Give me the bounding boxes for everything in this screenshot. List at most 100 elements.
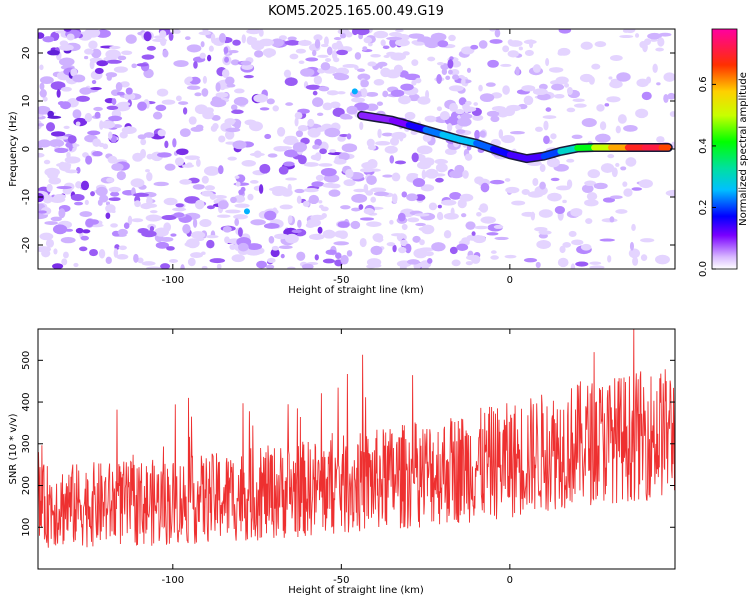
- noise-blob: [79, 87, 92, 95]
- noise-blob: [38, 123, 45, 127]
- noise-blob: [232, 140, 247, 150]
- noise-blob: [389, 155, 395, 164]
- noise-blob: [539, 164, 546, 173]
- noise-blob: [329, 149, 337, 153]
- noise-blob: [399, 134, 404, 142]
- noise-blob: [215, 92, 229, 98]
- noise-blob: [170, 233, 177, 237]
- noise-blob: [60, 236, 76, 244]
- noise-blob: [580, 41, 593, 50]
- colorbar-ticks: 0.0 0.2 0.4 0.6: [698, 76, 716, 277]
- noise-blob: [400, 83, 414, 91]
- noise-blob: [233, 88, 245, 94]
- chart-title: KOM5.2025.165.00.49.G19: [268, 4, 444, 19]
- noise-blob: [550, 177, 560, 182]
- noise-blob: [116, 254, 129, 260]
- noise-blob: [389, 219, 394, 225]
- noise-blob: [39, 89, 47, 98]
- noise-blob: [493, 224, 504, 229]
- noise-blob: [204, 185, 216, 191]
- noise-blob: [50, 81, 66, 91]
- noise-blob: [587, 194, 592, 199]
- noise-blob: [182, 224, 191, 234]
- noise-blob: [313, 75, 322, 85]
- noise-blob: [449, 170, 464, 179]
- noise-blob: [441, 68, 448, 75]
- spectrogram-x-tick-label: -100: [161, 275, 184, 286]
- noise-blob: [407, 173, 419, 177]
- noise-blob: [331, 42, 340, 50]
- noise-blob: [111, 98, 117, 106]
- noise-blob: [121, 50, 133, 56]
- noise-blob: [333, 241, 349, 246]
- noise-blob: [66, 159, 78, 164]
- noise-blob: [381, 132, 394, 137]
- noise-blob: [370, 245, 383, 256]
- snr-y-label: SNR (10 * v/v): [8, 413, 19, 484]
- noise-blob: [447, 122, 453, 132]
- noise-blob: [294, 111, 303, 120]
- noise-blob: [489, 179, 505, 185]
- noise-blob: [87, 130, 101, 136]
- noise-blob: [415, 222, 426, 227]
- noise-blob: [502, 85, 510, 95]
- noise-blob: [437, 40, 449, 48]
- noise-blob: [362, 46, 368, 51]
- noise-blob: [461, 213, 467, 218]
- noise-blob: [440, 199, 457, 206]
- noise-blob: [190, 231, 206, 239]
- noise-blob: [218, 33, 227, 43]
- spectrogram-x-tick-label: -50: [333, 275, 349, 286]
- noise-blob: [427, 257, 433, 264]
- noise-blob: [243, 75, 254, 79]
- noise-blob: [669, 111, 675, 117]
- noise-blob: [186, 76, 193, 82]
- noise-blob: [339, 133, 349, 138]
- noise-blob: [42, 36, 55, 43]
- spectrogram-content: [38, 29, 675, 269]
- noise-blob: [430, 32, 447, 42]
- noise-blob: [510, 130, 525, 135]
- noise-blob: [284, 135, 297, 141]
- noise-blob: [162, 49, 169, 58]
- noise-blob: [79, 211, 93, 217]
- noise-blob: [60, 101, 72, 110]
- noise-blob: [507, 39, 514, 45]
- noise-blob: [515, 66, 520, 76]
- noise-blob: [240, 60, 252, 66]
- noise-blob: [363, 36, 373, 44]
- noise-blob: [175, 207, 186, 212]
- noise-blob: [611, 167, 618, 178]
- noise-blob: [137, 101, 147, 111]
- colorbar-tick-label: 0.0: [698, 261, 709, 277]
- noise-blob: [202, 75, 207, 84]
- noise-blob: [145, 169, 150, 173]
- noise-blob: [333, 158, 347, 165]
- noise-blob: [391, 172, 401, 182]
- noise-blob: [72, 74, 86, 83]
- noise-blob: [589, 265, 605, 269]
- noise-blob: [596, 104, 605, 112]
- noise-blob: [278, 146, 293, 150]
- noise-blob: [338, 152, 350, 161]
- noise-blob: [173, 60, 189, 67]
- noise-blob: [521, 85, 536, 92]
- noise-blob: [372, 233, 384, 242]
- noise-blob: [91, 79, 97, 85]
- noise-blob: [117, 101, 131, 107]
- noise-blob: [498, 129, 504, 139]
- noise-blob: [56, 185, 72, 190]
- noise-blob: [331, 50, 338, 60]
- noise-blob: [140, 138, 147, 146]
- noise-blob: [119, 81, 130, 88]
- noise-blob: [361, 161, 378, 170]
- noise-blob: [406, 193, 418, 202]
- noise-blob: [528, 39, 534, 49]
- noise-blob: [476, 211, 482, 217]
- noise-blob: [625, 157, 637, 167]
- noise-blob: [480, 216, 496, 224]
- noise-blob: [116, 170, 126, 181]
- noise-blob: [452, 74, 460, 80]
